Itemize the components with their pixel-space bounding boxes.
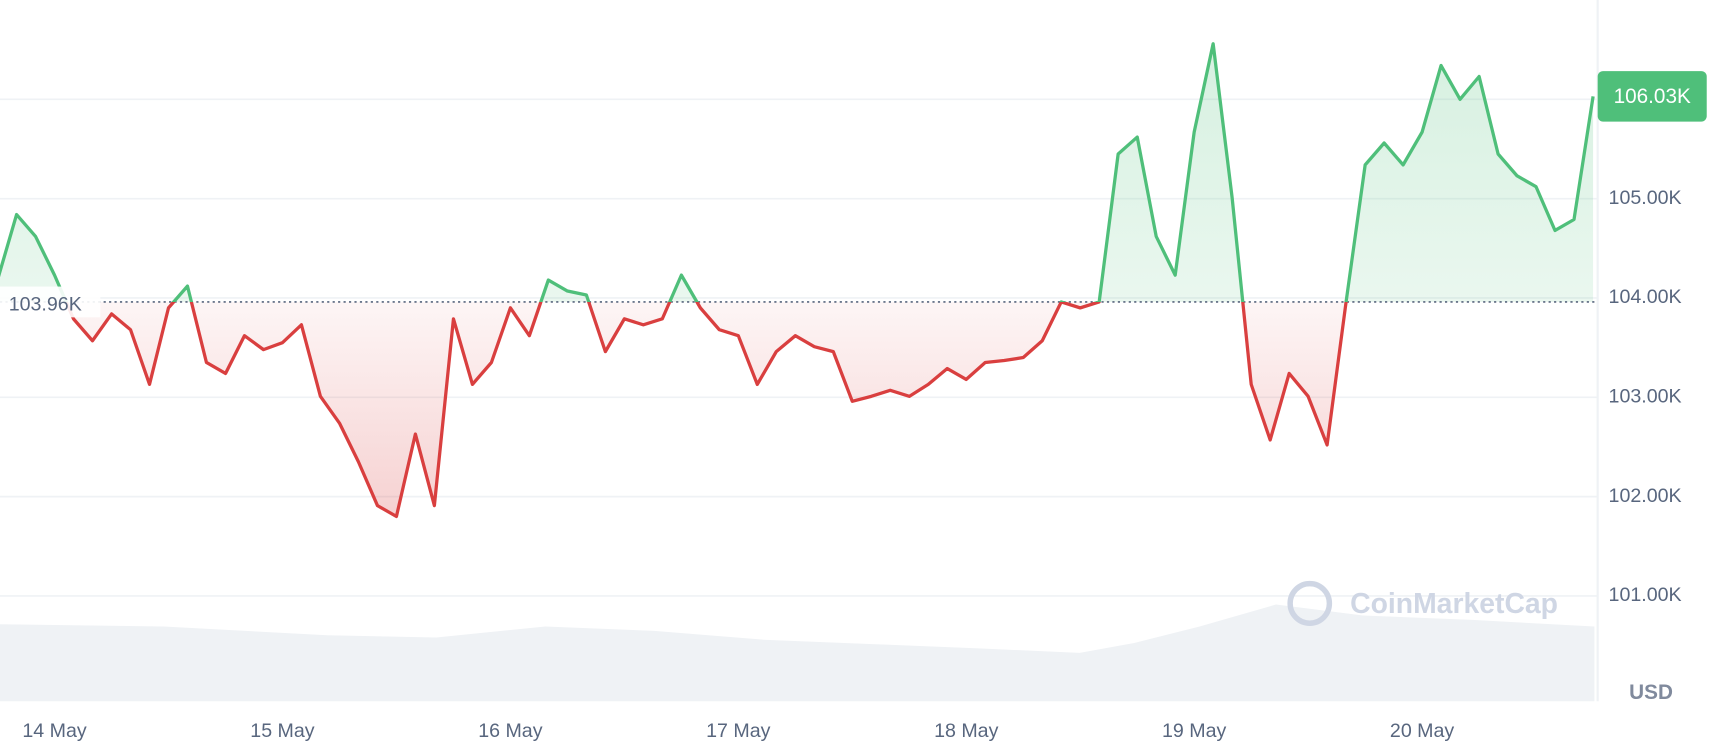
x-tick-label: 18 May — [934, 720, 998, 742]
price-tag-label: 106.03K — [1614, 85, 1691, 108]
volume-area — [0, 604, 1595, 702]
y-axis-label: USD — [1629, 681, 1673, 704]
baseline-label: 103.96K — [9, 293, 82, 315]
x-tick-label: 16 May — [478, 720, 542, 742]
x-tick-label: 19 May — [1162, 720, 1226, 742]
x-tick-label: 15 May — [250, 720, 314, 742]
y-tick-label: 101.00K — [1609, 584, 1682, 606]
watermark-text: CoinMarketCap — [1350, 588, 1558, 620]
x-tick-label: 20 May — [1390, 720, 1454, 742]
y-tick-label: 105.00K — [1609, 187, 1682, 209]
watermark: CoinMarketCap — [1287, 580, 1558, 626]
y-tick-label: 102.00K — [1609, 485, 1682, 507]
y-tick-label: 103.00K — [1609, 385, 1682, 407]
price-area — [0, 43, 1594, 517]
x-tick-label: 14 May — [22, 720, 86, 742]
y-tick-label: 104.00K — [1609, 286, 1682, 308]
baseline-label-bg — [0, 286, 101, 318]
price-line — [0, 42, 1595, 519]
x-tick-label: 17 May — [706, 720, 770, 742]
price-tag — [1597, 71, 1707, 122]
watermark-logo — [1287, 580, 1333, 626]
